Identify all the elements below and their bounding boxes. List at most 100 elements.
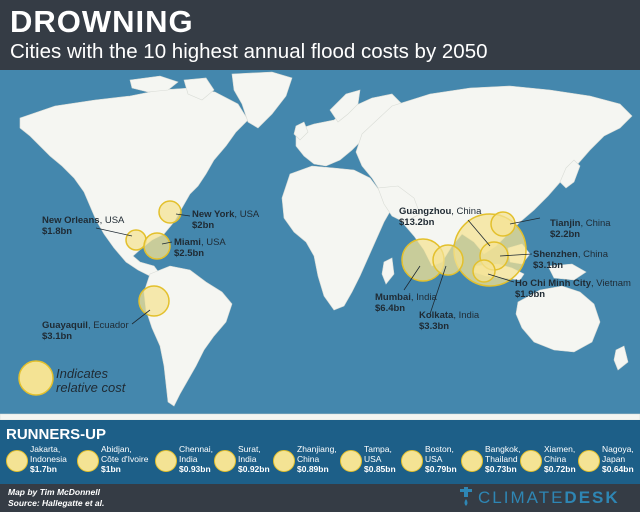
runner-bubble (578, 450, 600, 472)
label-comma: , (234, 209, 240, 220)
label-country: China (583, 249, 608, 260)
runner-text: Boston, USA $0.79bn (425, 444, 457, 474)
source-credit: Source: Hallegatte et al. (8, 498, 105, 508)
label-country: USA (104, 215, 125, 226)
label-country: China (456, 206, 482, 217)
runner-country: China (297, 454, 320, 464)
bubble-miami (143, 232, 171, 260)
label-guayaquil: Guayaquil, Ecuador $3.1bn (42, 320, 129, 342)
runner-city: Zhanjiang, (297, 444, 337, 454)
runner-city: Jakarta, (30, 444, 61, 454)
legend-line-1: Indicates (56, 366, 109, 381)
label-cost: $3.1bn (42, 331, 73, 342)
label-country: Ecuador (93, 320, 129, 331)
label-comma: , (87, 320, 94, 331)
runner-cost: $0.64bn (602, 464, 634, 474)
label-country: India (416, 292, 437, 303)
label-country: India (458, 310, 480, 321)
label-cost: $3.1bn (533, 260, 564, 271)
runner-cost: $1bn (101, 464, 121, 474)
label-city: Ho Chi Minh City (515, 278, 591, 289)
brand-right: DESK (564, 488, 620, 507)
japan-landmass (559, 159, 581, 189)
label-city: Mumbai (375, 292, 411, 303)
label-new-york: New York, USA $2bn (192, 209, 259, 231)
label-cost: $3.3bn (419, 321, 450, 332)
runner-bubble (155, 450, 177, 472)
label-comma: , (99, 215, 105, 226)
bubble-guayaquil (138, 285, 170, 317)
arabia-landmass (377, 185, 421, 223)
runner-country: India (238, 454, 257, 464)
arctic-islands-landmass (129, 75, 179, 93)
runner-cost: $0.93bn (179, 464, 211, 474)
label-country: USA (239, 209, 260, 220)
runner-bubble (461, 450, 483, 472)
label-city: New York (192, 209, 235, 220)
runner-country: USA (425, 454, 443, 464)
label-comma: , (580, 218, 586, 229)
british-isles-landmass (293, 121, 309, 141)
legend-bubble (18, 360, 54, 396)
runner-city: Bangkok, (485, 444, 521, 454)
runner-city: Chennai, (179, 444, 214, 454)
label-miami: Miami, USA $2.5bn (174, 237, 226, 259)
legend-line-2: relative cost (56, 380, 126, 395)
runner-text: Nagoya, Japan $0.64bn (602, 444, 634, 474)
label-comma: , (410, 292, 417, 303)
runner-city: Xiamen, (544, 444, 576, 454)
runner-city: Abidjan, (101, 444, 132, 454)
bubble-new-orleans (125, 229, 147, 251)
runner-city: Tampa, (364, 444, 392, 454)
label-country: China (585, 218, 611, 229)
label-city: New Orleans (42, 215, 100, 226)
new-guinea-landmass (547, 263, 587, 281)
runner-cost: $0.79bn (425, 464, 457, 474)
label-comma: , (200, 237, 207, 248)
label-cost: $13.2bn (399, 217, 435, 228)
greenland-landmass (231, 71, 293, 129)
label-city: Guayaquil (42, 320, 88, 331)
label-country: Vietnam (596, 278, 631, 289)
label-comma: , (451, 206, 457, 217)
baffin-landmass (183, 77, 215, 101)
label-guangzhou: Guangzhou, China $13.2bn (399, 206, 481, 228)
bubble-new-york (158, 200, 182, 224)
label-city: Guangzhou (399, 206, 452, 217)
runner-text: Chennai, India $0.93bn (179, 444, 213, 474)
runner-country: India (179, 454, 198, 464)
label-tianjin: Tianjin, China $2.2bn (550, 218, 611, 240)
antarctica-landmass (0, 413, 640, 420)
label-kolkata: Kolkata, India $3.3bn (419, 310, 479, 332)
runner-bubble (77, 450, 99, 472)
label-cost: $1.8bn (42, 226, 73, 237)
header-bar (0, 0, 640, 70)
label-cost: $2.5bn (174, 248, 205, 259)
world-map-graphic (0, 71, 640, 420)
label-city: Kolkata (419, 310, 454, 321)
label-comma: , (577, 249, 584, 260)
footer-bar (0, 484, 640, 512)
bubble-ho-chi-minh (472, 259, 496, 283)
label-cost: $6.4bn (375, 303, 406, 314)
runner-city: Boston, (425, 444, 454, 454)
label-shenzhen: Shenzhen, China $3.1bn (533, 249, 608, 271)
label-cost: $2.2bn (550, 229, 581, 240)
madagascar-landmass (381, 257, 395, 285)
africa-landmass (281, 165, 393, 311)
runner-country: Indonesia (30, 454, 67, 464)
runner-country: China (544, 454, 567, 464)
credits: Map by Tim McDonnell Source: Hallegatte … (8, 487, 104, 509)
bubble-tianjin (490, 211, 516, 237)
faucet-icon (460, 487, 472, 506)
runner-country: USA (364, 454, 382, 464)
label-cost: $2bn (192, 220, 215, 231)
bubble-kolkata (432, 244, 464, 276)
world-map (0, 70, 640, 420)
leader-lines (95, 213, 541, 325)
runners-up-title: RUNNERS-UP (6, 426, 107, 443)
runner-country: Japan (602, 454, 626, 464)
runner-text: Zhanjiang, China $0.89bn (297, 444, 337, 474)
new-zealand-landmass (613, 345, 629, 371)
